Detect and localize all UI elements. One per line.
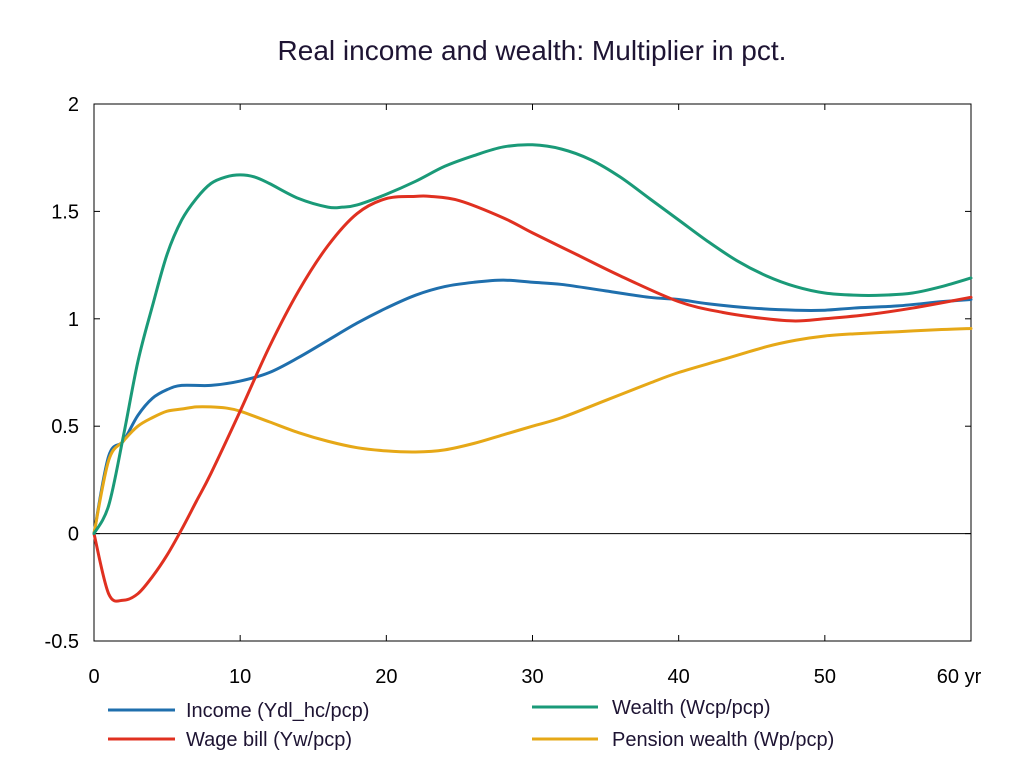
series-line-wage	[92, 194, 973, 603]
y-tick-label: 2	[68, 94, 79, 116]
axis-ticks: -0.500.511.520 10 20 30 40 50 60 yr	[45, 94, 982, 688]
x-tick-label: 60 yr	[937, 666, 982, 688]
legend-label: Wage bill (Yw/pcp)	[186, 729, 352, 751]
y-tick-label: 0	[68, 524, 79, 546]
x-tick-label: 50	[814, 666, 836, 688]
series-line-wealth	[92, 143, 973, 536]
legend: Income (Ydl_hc/pcp) Wage bill (Yw/pcp) Wea…	[108, 697, 834, 751]
x-tick-label: 30	[521, 666, 543, 688]
legend-item: Pension wealth (Wp/pcp)	[532, 729, 834, 751]
series-group	[92, 143, 973, 603]
x-tick-label: 10	[229, 666, 251, 688]
y-tick-label: 1.5	[51, 201, 79, 223]
x-tick-label: 40	[668, 666, 690, 688]
y-tick-label: 1	[68, 309, 79, 331]
legend-label: Wealth (Wcp/pcp)	[612, 697, 771, 719]
series-line-income	[92, 278, 973, 536]
legend-item: Wage bill (Yw/pcp)	[108, 729, 352, 751]
y-tick-label: 0.5	[51, 416, 79, 438]
chart-title: Real income and wealth: Multiplier in pc…	[278, 35, 787, 66]
legend-label: Pension wealth (Wp/pcp)	[612, 729, 834, 751]
plot-area	[93, 103, 972, 642]
legend-label: Income (Ydl_hc/pcp)	[186, 700, 369, 722]
x-tick-label: 20	[375, 666, 397, 688]
legend-item: Income (Ydl_hc/pcp)	[108, 700, 369, 722]
y-tick-label: -0.5	[45, 631, 79, 653]
x-tick-label: 0	[88, 666, 99, 688]
legend-item: Wealth (Wcp/pcp)	[532, 697, 771, 719]
series-line-pension-pension	[92, 326, 973, 536]
